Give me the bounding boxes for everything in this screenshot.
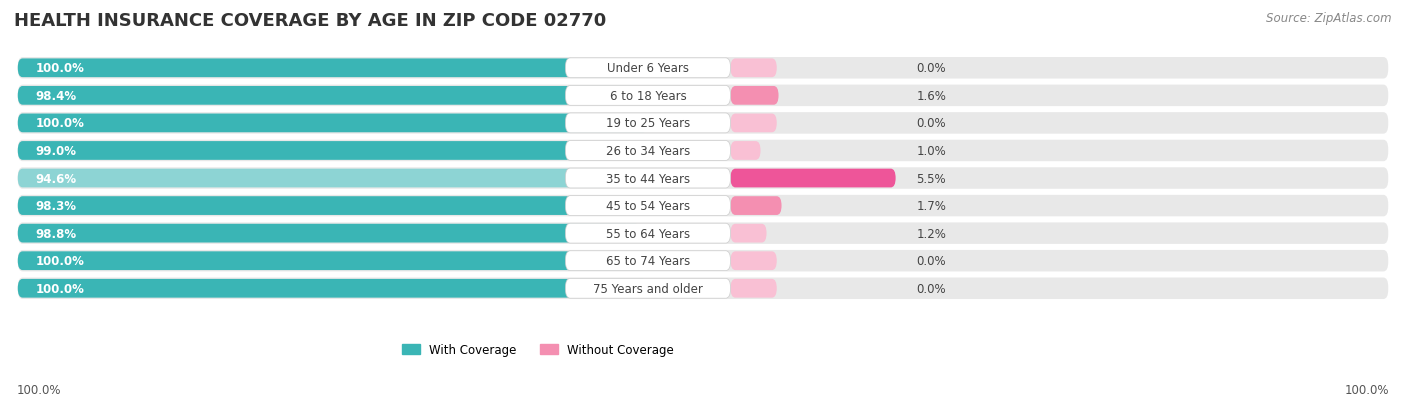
Text: 100.0%: 100.0% [35,62,84,75]
Text: 1.2%: 1.2% [917,227,946,240]
Text: 94.6%: 94.6% [35,172,77,185]
Text: 100.0%: 100.0% [35,117,84,130]
FancyBboxPatch shape [18,58,1388,79]
FancyBboxPatch shape [565,251,731,271]
Text: 100.0%: 100.0% [1344,384,1389,396]
FancyBboxPatch shape [18,114,648,133]
FancyBboxPatch shape [18,59,648,78]
FancyBboxPatch shape [565,169,731,188]
Text: 99.0%: 99.0% [35,145,77,158]
Text: 65 to 74 Years: 65 to 74 Years [606,254,690,268]
FancyBboxPatch shape [18,142,641,160]
Text: HEALTH INSURANCE COVERAGE BY AGE IN ZIP CODE 02770: HEALTH INSURANCE COVERAGE BY AGE IN ZIP … [14,12,606,30]
FancyBboxPatch shape [565,141,731,161]
FancyBboxPatch shape [18,223,1388,244]
FancyBboxPatch shape [565,114,731,133]
Text: 0.0%: 0.0% [917,254,946,268]
FancyBboxPatch shape [731,87,779,105]
Text: 98.3%: 98.3% [35,199,77,213]
FancyBboxPatch shape [731,59,776,78]
Text: 0.0%: 0.0% [917,282,946,295]
Text: 19 to 25 Years: 19 to 25 Years [606,117,690,130]
Text: 100.0%: 100.0% [35,254,84,268]
Text: 55 to 64 Years: 55 to 64 Years [606,227,690,240]
Text: 75 Years and older: 75 Years and older [593,282,703,295]
Text: 0.0%: 0.0% [917,117,946,130]
Text: 0.0%: 0.0% [917,62,946,75]
Text: 98.8%: 98.8% [35,227,77,240]
FancyBboxPatch shape [18,195,1388,217]
FancyBboxPatch shape [18,85,1388,107]
FancyBboxPatch shape [18,279,648,298]
FancyBboxPatch shape [731,197,782,216]
Text: Source: ZipAtlas.com: Source: ZipAtlas.com [1267,12,1392,25]
FancyBboxPatch shape [565,86,731,106]
Text: 26 to 34 Years: 26 to 34 Years [606,145,690,158]
Text: 1.6%: 1.6% [917,90,946,102]
Text: 100.0%: 100.0% [35,282,84,295]
FancyBboxPatch shape [18,168,1388,189]
FancyBboxPatch shape [18,197,637,216]
FancyBboxPatch shape [731,114,776,133]
FancyBboxPatch shape [731,169,896,188]
Text: 5.5%: 5.5% [917,172,946,185]
FancyBboxPatch shape [565,196,731,216]
Legend: With Coverage, Without Coverage: With Coverage, Without Coverage [396,338,679,361]
FancyBboxPatch shape [18,278,1388,299]
FancyBboxPatch shape [18,169,614,188]
Text: 35 to 44 Years: 35 to 44 Years [606,172,690,185]
FancyBboxPatch shape [565,279,731,299]
FancyBboxPatch shape [731,142,761,160]
Text: 45 to 54 Years: 45 to 54 Years [606,199,690,213]
FancyBboxPatch shape [731,252,776,271]
FancyBboxPatch shape [731,279,776,298]
Text: Under 6 Years: Under 6 Years [607,62,689,75]
FancyBboxPatch shape [18,224,640,243]
FancyBboxPatch shape [18,140,1388,162]
FancyBboxPatch shape [565,224,731,244]
Text: 100.0%: 100.0% [17,384,62,396]
FancyBboxPatch shape [565,59,731,78]
FancyBboxPatch shape [18,252,648,271]
Text: 98.4%: 98.4% [35,90,77,102]
Text: 6 to 18 Years: 6 to 18 Years [610,90,686,102]
Text: 1.7%: 1.7% [917,199,946,213]
FancyBboxPatch shape [731,224,766,243]
Text: 1.0%: 1.0% [917,145,946,158]
FancyBboxPatch shape [18,250,1388,272]
FancyBboxPatch shape [18,87,638,105]
FancyBboxPatch shape [18,113,1388,134]
